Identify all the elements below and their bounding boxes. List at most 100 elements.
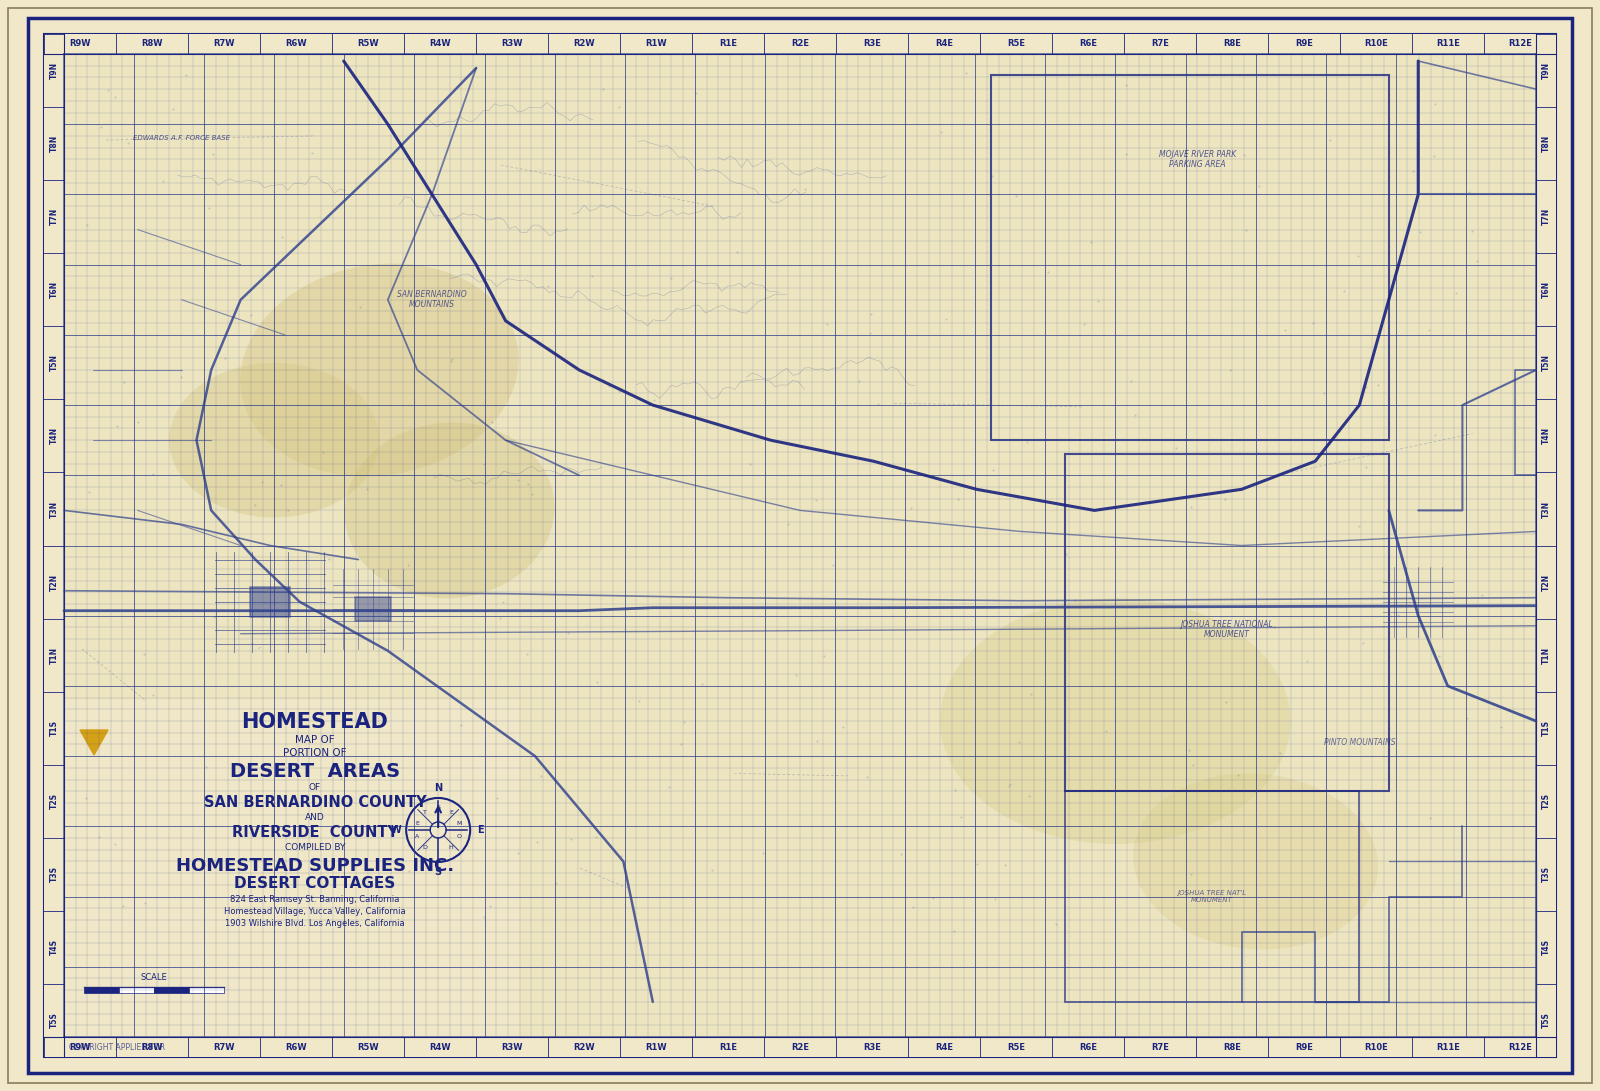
Ellipse shape bbox=[941, 598, 1291, 844]
Text: R6W: R6W bbox=[285, 1043, 307, 1052]
Text: O: O bbox=[456, 835, 462, 839]
Text: T6N: T6N bbox=[1541, 281, 1550, 298]
Text: S: S bbox=[437, 805, 440, 811]
Text: EDWARDS A.F. FORCE BASE: EDWARDS A.F. FORCE BASE bbox=[133, 135, 230, 141]
Text: R1E: R1E bbox=[718, 39, 738, 48]
Text: R2W: R2W bbox=[573, 1043, 595, 1052]
Text: Homestead Village, Yucca Valley, California: Homestead Village, Yucca Valley, Califor… bbox=[224, 908, 406, 916]
Text: R5E: R5E bbox=[1006, 1043, 1026, 1052]
Text: T5N: T5N bbox=[50, 355, 59, 371]
Bar bbox=[118, 987, 154, 993]
Text: R4W: R4W bbox=[429, 1043, 451, 1052]
Text: R2W: R2W bbox=[573, 39, 595, 48]
Text: T9N: T9N bbox=[50, 62, 59, 80]
Text: T6N: T6N bbox=[50, 281, 59, 298]
Text: W: W bbox=[390, 825, 402, 835]
Text: R6W: R6W bbox=[285, 39, 307, 48]
Text: A: A bbox=[414, 835, 419, 839]
Text: PINTO MOUNTAINS: PINTO MOUNTAINS bbox=[1323, 738, 1395, 746]
Text: SAN BERNARDINO
MOUNTAINS: SAN BERNARDINO MOUNTAINS bbox=[397, 290, 467, 310]
Circle shape bbox=[406, 798, 470, 862]
Text: OF: OF bbox=[309, 783, 322, 792]
Text: T3S: T3S bbox=[50, 866, 59, 883]
Text: N: N bbox=[434, 783, 442, 793]
Ellipse shape bbox=[344, 422, 555, 598]
Bar bbox=[992, 75, 1389, 440]
Text: R11E: R11E bbox=[1437, 39, 1459, 48]
Text: T8N: T8N bbox=[1541, 135, 1550, 153]
Text: R10E: R10E bbox=[1365, 39, 1387, 48]
Text: 1903 Wilshire Blvd. Los Angeles, California: 1903 Wilshire Blvd. Los Angeles, Califor… bbox=[226, 920, 405, 928]
Text: JOSHUA TREE NATIONAL
MONUMENT: JOSHUA TREE NATIONAL MONUMENT bbox=[1181, 620, 1274, 639]
Text: R5W: R5W bbox=[357, 39, 379, 48]
Bar bbox=[1536, 34, 1555, 1057]
Text: SAN BERNARDINO COUNTY: SAN BERNARDINO COUNTY bbox=[203, 795, 426, 811]
Text: S: S bbox=[435, 867, 442, 877]
Text: R9E: R9E bbox=[1294, 1043, 1314, 1052]
Bar bbox=[154, 987, 189, 993]
Text: D: D bbox=[422, 846, 427, 850]
Bar bbox=[45, 1038, 1555, 1057]
Text: T4N: T4N bbox=[1541, 428, 1550, 444]
Bar bbox=[83, 987, 118, 993]
Text: PORTION OF: PORTION OF bbox=[283, 748, 347, 758]
Text: R7E: R7E bbox=[1150, 39, 1170, 48]
Text: R8W: R8W bbox=[141, 39, 163, 48]
Text: T2S: T2S bbox=[50, 793, 59, 810]
Text: R9E: R9E bbox=[1294, 39, 1314, 48]
Text: R3W: R3W bbox=[501, 1043, 523, 1052]
Bar bbox=[64, 700, 520, 1038]
Text: COPYRIGHT APPLIED FOR: COPYRIGHT APPLIED FOR bbox=[69, 1043, 165, 1052]
Text: R8E: R8E bbox=[1222, 39, 1242, 48]
Text: R4E: R4E bbox=[934, 39, 954, 48]
Text: MOJAVE RIVER PARK
PARKING AREA: MOJAVE RIVER PARK PARKING AREA bbox=[1158, 149, 1237, 169]
Text: R4E: R4E bbox=[934, 1043, 954, 1052]
Text: T1N: T1N bbox=[50, 647, 59, 663]
Polygon shape bbox=[80, 730, 109, 755]
Text: R1E: R1E bbox=[718, 1043, 738, 1052]
Text: MAP OF: MAP OF bbox=[294, 735, 334, 745]
Text: T5S: T5S bbox=[50, 1012, 59, 1029]
Text: T7N: T7N bbox=[1541, 208, 1550, 226]
Text: T7N: T7N bbox=[50, 208, 59, 226]
Text: R12E: R12E bbox=[1509, 1043, 1531, 1052]
Text: T3S: T3S bbox=[1541, 866, 1550, 883]
Text: T4N: T4N bbox=[50, 428, 59, 444]
Text: R8W: R8W bbox=[141, 1043, 163, 1052]
Bar bbox=[189, 987, 224, 993]
Text: M: M bbox=[456, 820, 462, 826]
Text: E: E bbox=[416, 820, 419, 826]
Text: T9N: T9N bbox=[1541, 62, 1550, 80]
Text: HOMESTEAD SUPPLIES INC.: HOMESTEAD SUPPLIES INC. bbox=[176, 856, 454, 875]
Text: HOMESTEAD: HOMESTEAD bbox=[242, 712, 389, 732]
Text: JOSHUA TREE NAT'L
MONUMENT: JOSHUA TREE NAT'L MONUMENT bbox=[1178, 890, 1246, 903]
Text: R6E: R6E bbox=[1078, 1043, 1098, 1052]
Bar bbox=[1066, 454, 1389, 791]
Text: T1S: T1S bbox=[50, 720, 59, 736]
Text: COMPILED BY: COMPILED BY bbox=[285, 843, 346, 852]
Text: R5E: R5E bbox=[1006, 39, 1026, 48]
Text: T1S: T1S bbox=[1541, 720, 1550, 736]
Text: R1W: R1W bbox=[645, 39, 667, 48]
Text: R8E: R8E bbox=[1222, 1043, 1242, 1052]
Text: R7W: R7W bbox=[213, 1043, 235, 1052]
Text: T2N: T2N bbox=[50, 574, 59, 590]
Text: T2N: T2N bbox=[1541, 574, 1550, 590]
Bar bbox=[45, 34, 64, 1057]
Ellipse shape bbox=[170, 363, 379, 517]
Text: T8N: T8N bbox=[50, 135, 59, 153]
Text: R3W: R3W bbox=[501, 39, 523, 48]
Text: H: H bbox=[448, 846, 453, 850]
Text: E: E bbox=[477, 825, 483, 835]
Text: R7W: R7W bbox=[213, 39, 235, 48]
Text: T3N: T3N bbox=[1541, 501, 1550, 517]
Text: E: E bbox=[450, 810, 453, 815]
Text: T1N: T1N bbox=[1541, 647, 1550, 663]
Text: T3N: T3N bbox=[50, 501, 59, 517]
Text: R3E: R3E bbox=[862, 39, 882, 48]
Text: R2E: R2E bbox=[790, 1043, 810, 1052]
Text: R10E: R10E bbox=[1365, 1043, 1387, 1052]
Bar bbox=[250, 587, 290, 616]
Text: RIVERSIDE  COUNTY: RIVERSIDE COUNTY bbox=[232, 826, 398, 840]
Text: R12E: R12E bbox=[1509, 39, 1531, 48]
